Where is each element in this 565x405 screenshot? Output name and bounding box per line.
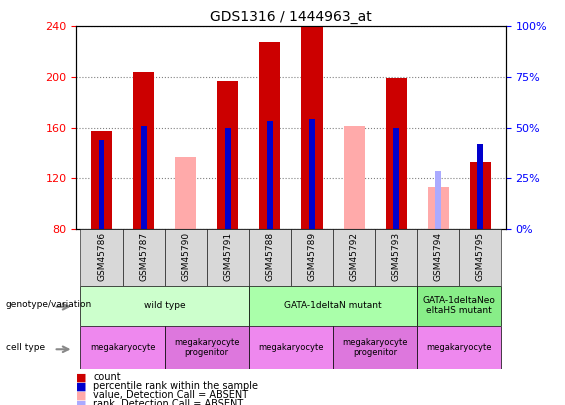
Bar xyxy=(249,229,291,286)
Text: megakaryocyte: megakaryocyte xyxy=(258,343,324,352)
Bar xyxy=(386,78,407,229)
Text: GATA-1deltaN mutant: GATA-1deltaN mutant xyxy=(284,301,382,310)
Bar xyxy=(291,229,333,286)
Text: megakaryocyte: megakaryocyte xyxy=(90,343,155,352)
Bar xyxy=(344,126,364,229)
Text: ■: ■ xyxy=(76,382,87,391)
Text: cell type: cell type xyxy=(6,343,45,352)
Text: GSM45793: GSM45793 xyxy=(392,232,401,281)
Bar xyxy=(418,229,459,286)
Text: value, Detection Call = ABSENT: value, Detection Call = ABSENT xyxy=(93,390,249,400)
Bar xyxy=(333,326,418,369)
Bar xyxy=(141,126,146,229)
Bar xyxy=(91,131,112,229)
Bar xyxy=(309,119,315,229)
Bar xyxy=(428,187,449,229)
Bar xyxy=(393,128,399,229)
Bar xyxy=(80,286,249,326)
Title: GDS1316 / 1444963_at: GDS1316 / 1444963_at xyxy=(210,10,372,24)
Text: GSM45789: GSM45789 xyxy=(307,232,316,281)
Bar xyxy=(207,229,249,286)
Bar xyxy=(333,229,375,286)
Text: ■: ■ xyxy=(76,373,87,382)
Bar xyxy=(249,326,333,369)
Text: GSM45792: GSM45792 xyxy=(350,232,359,281)
Bar xyxy=(249,286,418,326)
Text: wild type: wild type xyxy=(144,301,185,310)
Text: GSM45788: GSM45788 xyxy=(266,232,275,281)
Text: megakaryocyte
progenitor: megakaryocyte progenitor xyxy=(342,338,408,357)
Text: GSM45790: GSM45790 xyxy=(181,232,190,281)
Text: GSM45787: GSM45787 xyxy=(139,232,148,281)
Text: GSM45794: GSM45794 xyxy=(434,232,443,281)
Bar xyxy=(267,121,273,229)
Text: genotype/variation: genotype/variation xyxy=(6,301,92,309)
Text: ■: ■ xyxy=(76,390,87,400)
Bar xyxy=(123,229,164,286)
Bar xyxy=(436,171,441,229)
Bar xyxy=(98,140,105,229)
Bar xyxy=(164,326,249,369)
Text: megakaryocyte: megakaryocyte xyxy=(427,343,492,352)
Text: ■: ■ xyxy=(76,399,87,405)
Text: percentile rank within the sample: percentile rank within the sample xyxy=(93,382,258,391)
Bar xyxy=(477,144,484,229)
Text: rank, Detection Call = ABSENT: rank, Detection Call = ABSENT xyxy=(93,399,244,405)
Bar xyxy=(259,42,280,229)
Text: GSM45795: GSM45795 xyxy=(476,232,485,281)
Bar xyxy=(225,128,231,229)
Bar xyxy=(302,26,323,229)
Text: GATA-1deltaNeo
eltaHS mutant: GATA-1deltaNeo eltaHS mutant xyxy=(423,296,496,315)
Bar xyxy=(164,229,207,286)
Bar xyxy=(459,229,502,286)
Bar xyxy=(470,162,491,229)
Bar xyxy=(175,157,196,229)
Text: megakaryocyte
progenitor: megakaryocyte progenitor xyxy=(174,338,240,357)
Bar xyxy=(218,81,238,229)
Bar xyxy=(375,229,418,286)
Text: GSM45786: GSM45786 xyxy=(97,232,106,281)
Bar xyxy=(418,286,502,326)
Bar xyxy=(80,229,123,286)
Bar xyxy=(418,326,502,369)
Text: count: count xyxy=(93,373,121,382)
Text: GSM45791: GSM45791 xyxy=(223,232,232,281)
Bar xyxy=(80,326,164,369)
Bar xyxy=(133,72,154,229)
